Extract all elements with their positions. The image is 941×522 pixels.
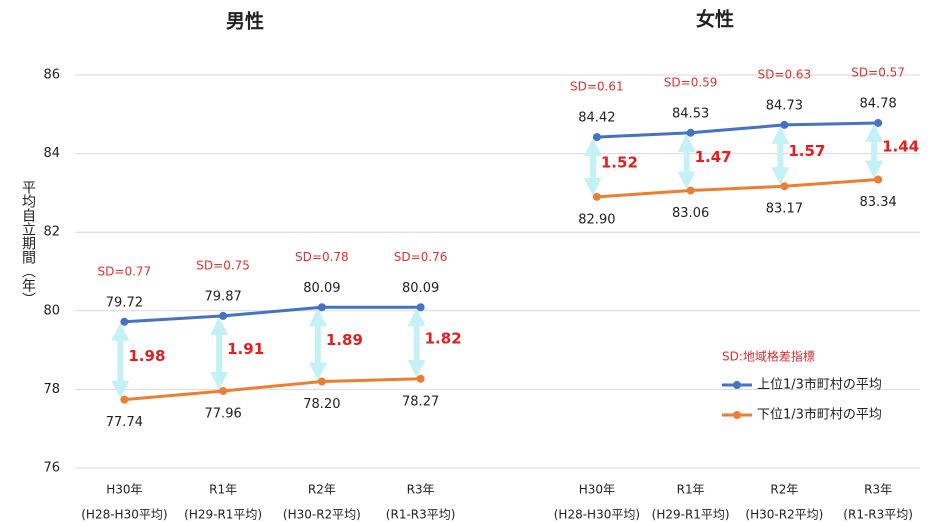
legend-marker <box>733 411 741 419</box>
data-point <box>780 120 789 129</box>
data-label: 82.90 <box>578 212 615 227</box>
difference-label: 1.57 <box>788 142 825 160</box>
x-tick-label: (H30-R2平均) <box>283 508 361 522</box>
data-point <box>317 303 326 312</box>
data-label: 84.42 <box>578 111 615 126</box>
data-point <box>592 192 601 201</box>
data-point <box>416 374 425 383</box>
series-line <box>596 178 879 199</box>
sd-label: SD=0.61 <box>570 80 624 94</box>
data-point <box>874 175 883 184</box>
legend-label: 上位1/3市町村の平均 <box>757 377 882 393</box>
sd-label: SD=0.63 <box>758 67 812 81</box>
data-point <box>592 133 601 142</box>
difference-label: 1.89 <box>326 331 363 349</box>
x-tick-label: R2年 <box>770 483 798 497</box>
data-point <box>416 303 425 312</box>
x-tick-label: (H29-R1平均) <box>652 508 730 522</box>
data-label: 77.96 <box>205 406 242 421</box>
sd-label: SD=0.76 <box>394 250 448 264</box>
y-tick-label: 80 <box>43 303 60 318</box>
difference-label: 1.52 <box>601 153 638 171</box>
x-tick-label: (R1-R3平均) <box>843 508 913 522</box>
data-label: 77.74 <box>106 415 143 430</box>
difference-label: 1.44 <box>882 138 919 156</box>
y-tick-label: 82 <box>43 225 60 240</box>
data-point <box>686 186 695 195</box>
data-label: 79.87 <box>205 289 242 304</box>
x-tick-label: (H28-H30平均) <box>81 508 167 522</box>
sd-label: SD=0.78 <box>295 250 349 264</box>
data-point <box>874 118 883 127</box>
x-tick-label: (H28-H30平均) <box>554 508 640 522</box>
y-tick-label: 76 <box>43 461 60 476</box>
legend-marker <box>733 381 741 389</box>
legend-title: SD:地域格差指標 <box>722 349 815 364</box>
series-line <box>124 305 421 324</box>
series-line <box>124 377 421 402</box>
sd-label: SD=0.75 <box>196 258 250 272</box>
data-point <box>120 317 129 326</box>
x-tick-label: H30年 <box>106 483 142 497</box>
data-label: 83.17 <box>766 202 803 217</box>
y-tick-label: 84 <box>43 146 60 161</box>
data-point <box>780 182 789 191</box>
sd-label: SD=0.57 <box>851 65 905 79</box>
legend-label: 下位1/3市町村の平均 <box>757 407 882 423</box>
data-point <box>219 386 228 395</box>
data-label: 80.09 <box>303 281 340 296</box>
chart-title: 女性 <box>696 8 734 31</box>
x-tick-label: (H29-R1平均) <box>184 508 262 522</box>
data-point <box>120 395 129 404</box>
x-tick-label: R1年 <box>209 483 237 497</box>
data-label: 84.73 <box>766 98 803 113</box>
data-label: 84.53 <box>672 106 709 121</box>
sd-label: SD=0.59 <box>664 75 718 89</box>
y-tick-label: 78 <box>43 382 60 397</box>
y-tick-label: 86 <box>43 68 60 83</box>
data-label: 78.27 <box>402 394 439 409</box>
x-tick-label: R3年 <box>864 483 892 497</box>
data-point <box>219 311 228 320</box>
sd-label: SD=0.77 <box>98 264 152 278</box>
data-point <box>317 377 326 386</box>
difference-label: 1.98 <box>128 347 165 365</box>
difference-label: 1.47 <box>695 148 732 166</box>
data-label: 83.34 <box>860 195 897 210</box>
data-label: 84.78 <box>860 96 897 111</box>
data-point <box>686 128 695 137</box>
x-tick-label: (R1-R3平均) <box>386 508 456 522</box>
data-label: 79.72 <box>106 295 143 310</box>
series-line <box>596 121 879 139</box>
x-tick-label: R1年 <box>677 483 705 497</box>
difference-label: 1.82 <box>425 330 462 348</box>
x-tick-label: H30年 <box>579 483 615 497</box>
data-label: 78.20 <box>303 397 340 412</box>
data-label: 83.06 <box>672 206 709 221</box>
y-axis-label: 平均自立期間（年） <box>20 180 36 306</box>
difference-label: 1.91 <box>227 340 264 358</box>
x-tick-label: (H30-R2平均) <box>745 508 823 522</box>
chart-title: 男性 <box>226 10 264 33</box>
x-tick-label: R2年 <box>308 483 336 497</box>
data-label: 80.09 <box>402 281 439 296</box>
x-tick-label: R3年 <box>407 483 435 497</box>
